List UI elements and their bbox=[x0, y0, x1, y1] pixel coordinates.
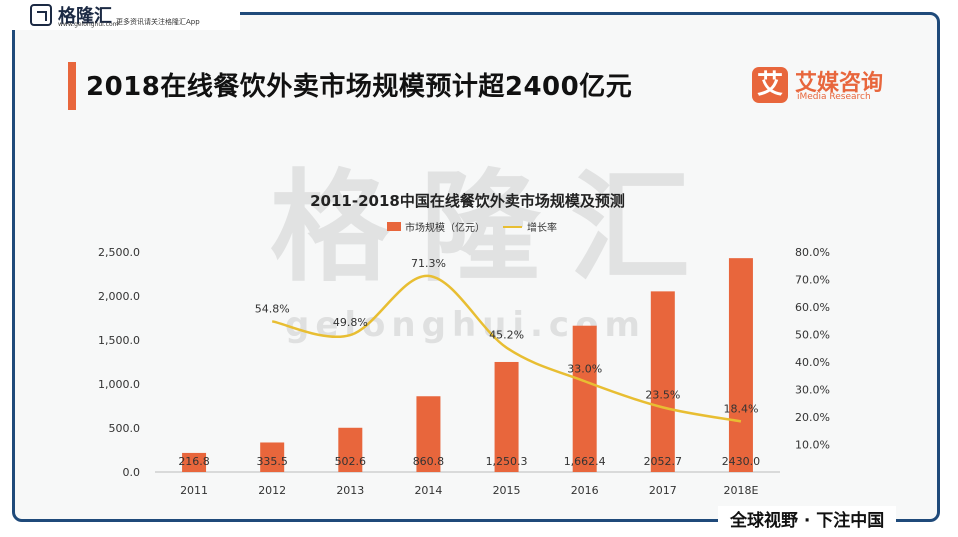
x-tick-label: 2014 bbox=[414, 484, 442, 497]
bar bbox=[182, 452, 207, 472]
growth-rate-line bbox=[271, 274, 742, 423]
bar bbox=[260, 442, 285, 472]
bar-value-label: 2052.7 bbox=[644, 455, 683, 468]
growth-rate-label: 71.3% bbox=[411, 257, 446, 270]
growth-rate-label: 33.0% bbox=[567, 362, 602, 375]
growth-rate-label: 23.5% bbox=[645, 388, 680, 401]
footer-slogan: 全球视野 · 下注中国 bbox=[718, 506, 897, 536]
bar-value-label: 1,662.4 bbox=[564, 455, 606, 468]
x-tick-label: 2013 bbox=[336, 484, 364, 497]
brand-url: www.gelonghui.com bbox=[58, 21, 119, 28]
bar bbox=[650, 291, 675, 472]
growth-rate-label: 45.2% bbox=[489, 329, 524, 342]
legend-line-label: 增长率 bbox=[527, 221, 557, 234]
bar bbox=[494, 361, 519, 472]
y-tick-label: 500.0 bbox=[109, 422, 141, 435]
x-tick-label: 2016 bbox=[571, 484, 599, 497]
bar bbox=[572, 325, 597, 472]
bar bbox=[338, 427, 363, 472]
growth-rate-label: 54.8% bbox=[255, 302, 290, 315]
y2-tick-label: 30.0% bbox=[795, 384, 830, 397]
y-tick-label: 1,500.0 bbox=[98, 334, 140, 347]
bar-value-label: 216.8 bbox=[178, 455, 210, 468]
bar bbox=[728, 258, 753, 472]
y2-tick-label: 80.0% bbox=[795, 246, 830, 259]
bar-value-label: 502.6 bbox=[335, 455, 367, 468]
y2-tick-label: 50.0% bbox=[795, 329, 830, 342]
gelonghui-logo-icon bbox=[30, 4, 52, 26]
y-tick-label: 1,000.0 bbox=[98, 378, 140, 391]
brand-tagline: 更多资讯请关注格隆汇App bbox=[116, 18, 200, 26]
bar-value-label: 1,250.3 bbox=[486, 455, 528, 468]
growth-rate-label: 18.4% bbox=[723, 402, 758, 415]
brand-name: 格隆汇 bbox=[58, 6, 112, 27]
bar-value-label: 860.8 bbox=[413, 455, 445, 468]
title-accent-bar bbox=[68, 62, 76, 110]
x-tick-label: 2015 bbox=[493, 484, 521, 497]
source-name: 艾媒咨询 bbox=[795, 71, 884, 96]
brand-header: 格隆汇 www.gelonghui.com 更多资讯请关注格隆汇App bbox=[0, 0, 240, 30]
page-title: 2018在线餐饮外卖市场规模预计超2400亿元 bbox=[86, 72, 633, 102]
legend-bar-label: 市场规模（亿元） bbox=[405, 221, 485, 234]
legend-bar-swatch bbox=[387, 222, 401, 231]
x-tick-label: 2011 bbox=[180, 484, 208, 497]
y2-tick-label: 20.0% bbox=[795, 411, 830, 424]
bar bbox=[416, 396, 441, 472]
y2-tick-label: 40.0% bbox=[795, 356, 830, 369]
y-tick-label: 2,500.0 bbox=[98, 246, 140, 259]
y-tick-label: 2,000.0 bbox=[98, 290, 140, 303]
watermark-text: 格隆汇 bbox=[270, 159, 720, 298]
bar-value-label: 2430.0 bbox=[722, 455, 761, 468]
y2-tick-label: 60.0% bbox=[795, 301, 830, 314]
x-tick-label: 2017 bbox=[649, 484, 677, 497]
y2-tick-label: 70.0% bbox=[795, 274, 830, 287]
x-tick-label: 2018E bbox=[723, 484, 758, 497]
x-tick-label: 2012 bbox=[258, 484, 286, 497]
bar-value-label: 335.5 bbox=[256, 455, 288, 468]
imedia-logo-icon: 艾 bbox=[752, 67, 788, 103]
y-tick-label: 0.0 bbox=[123, 466, 141, 479]
y2-tick-label: 10.0% bbox=[795, 439, 830, 452]
chart-title: 2011-2018中国在线餐饮外卖市场规模及预测 bbox=[310, 192, 625, 210]
source-subtitle: iMedia Research bbox=[797, 92, 871, 102]
growth-rate-label: 49.8% bbox=[333, 316, 368, 329]
